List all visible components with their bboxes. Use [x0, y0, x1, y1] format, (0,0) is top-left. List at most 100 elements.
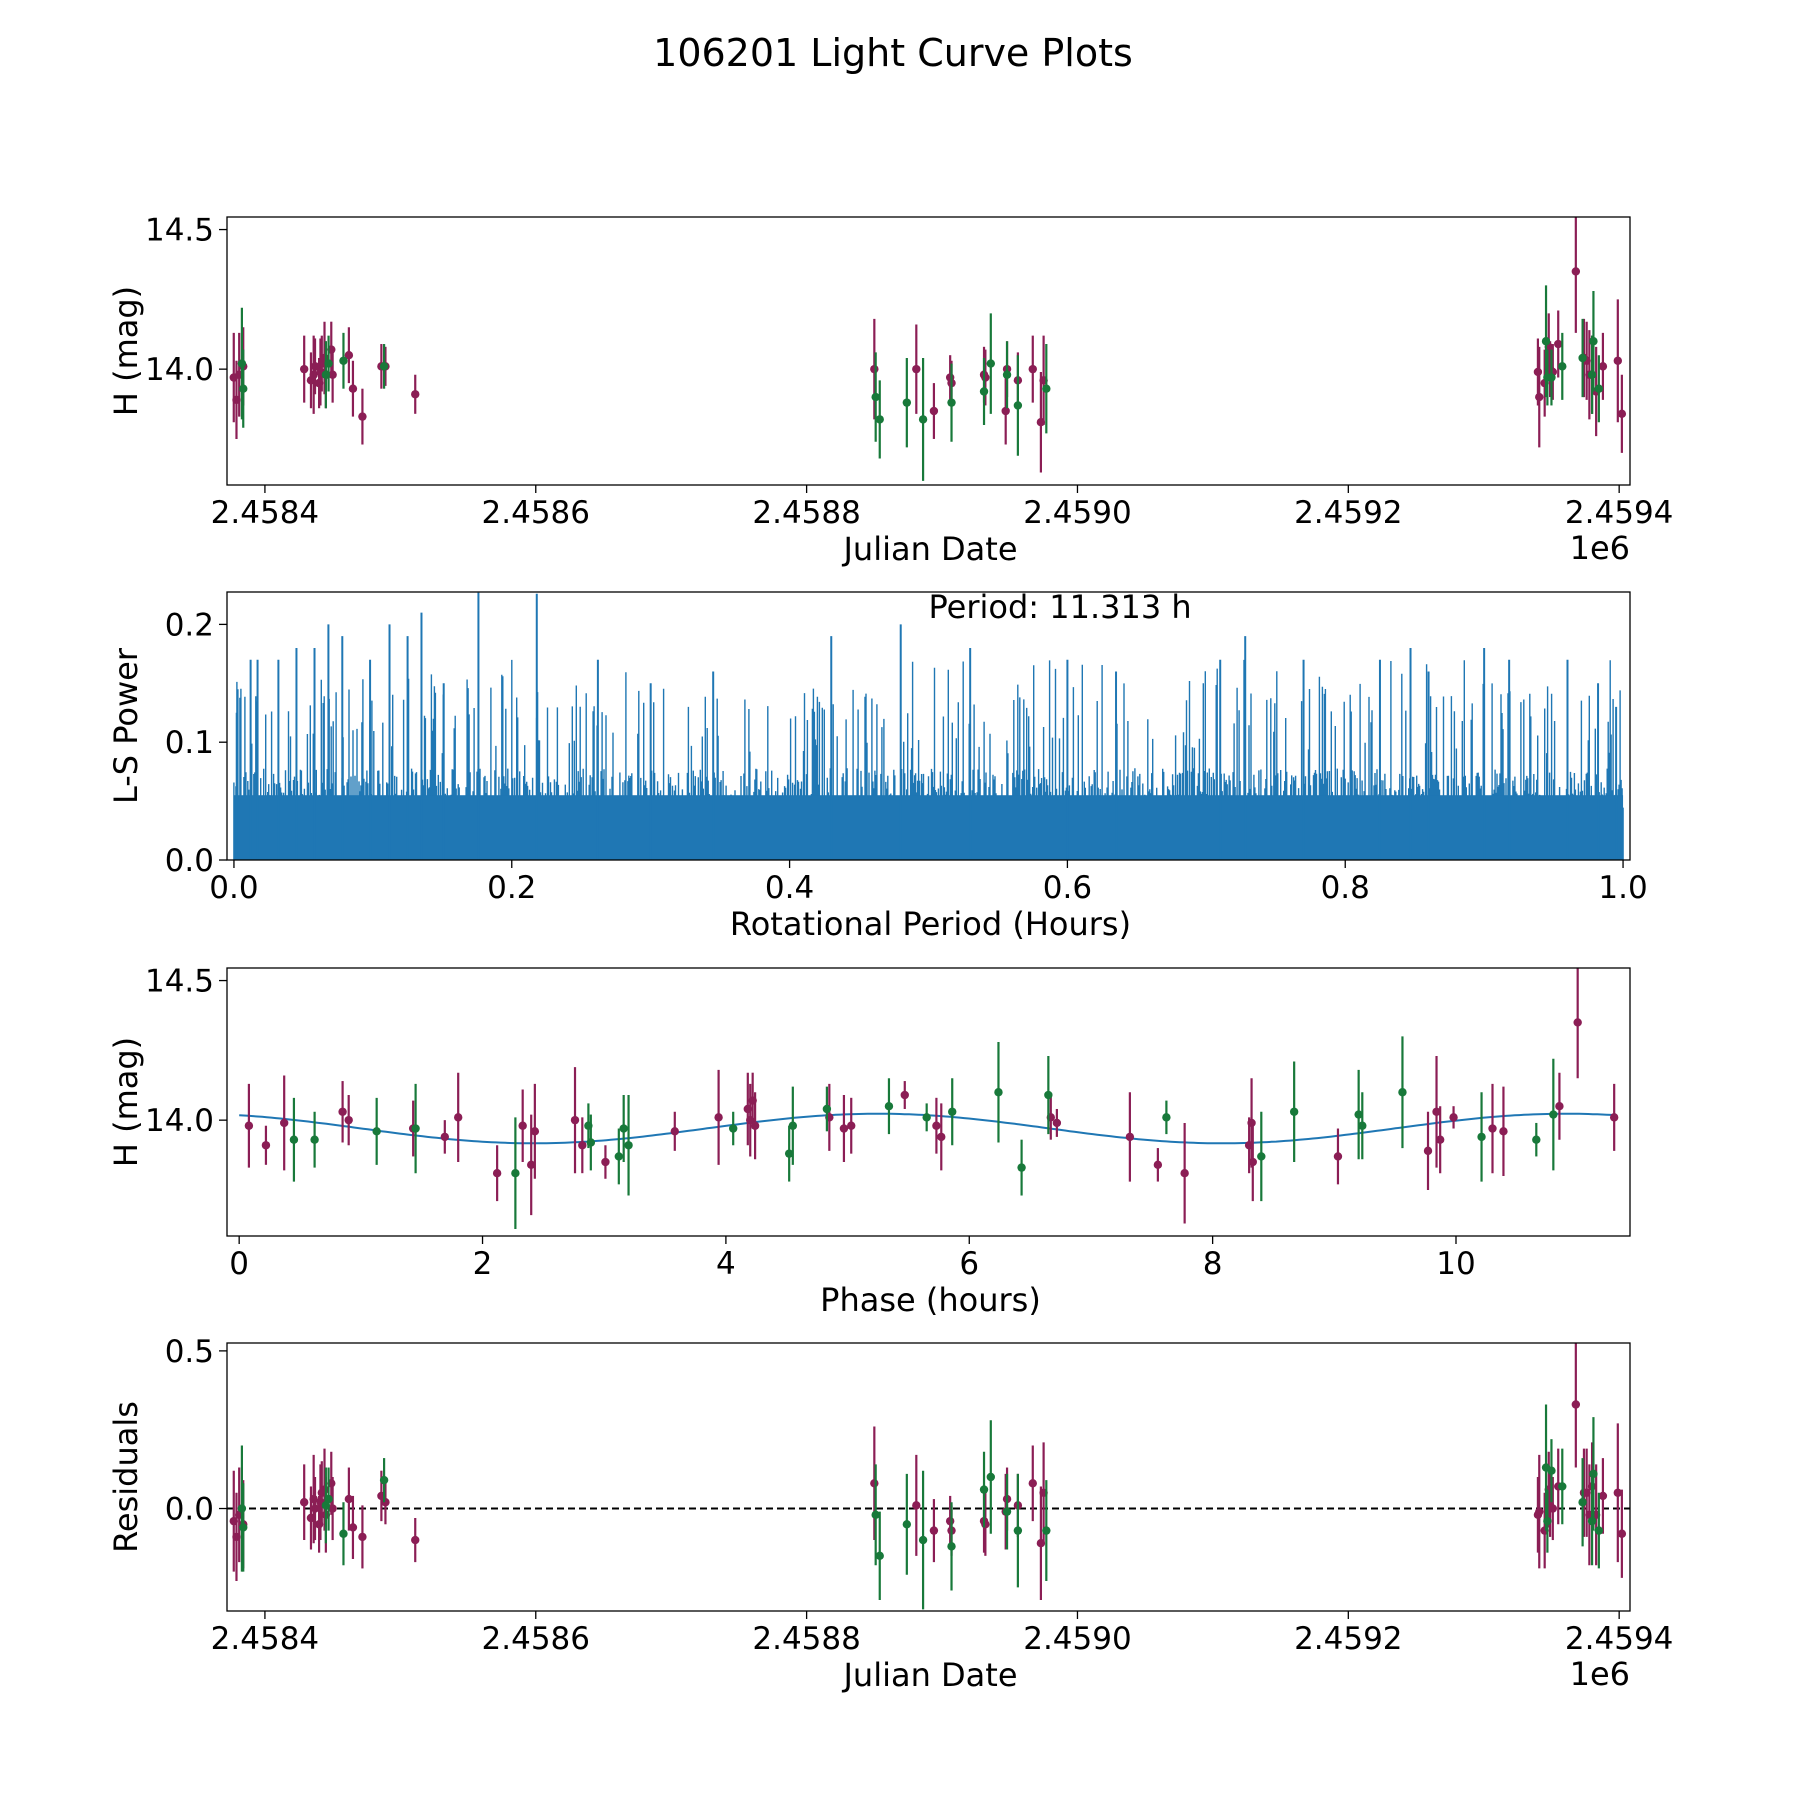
magenta-data-point: [1333, 1152, 1343, 1161]
green-data-point: [1541, 337, 1551, 346]
green-data-point: [1002, 370, 1012, 379]
period-annotation: Period: 11.313 h: [929, 588, 1192, 626]
green-data-point: [237, 1504, 247, 1513]
magenta-data-point: [870, 1479, 879, 1488]
green-data-point: [1578, 353, 1587, 363]
magenta-data-point: [320, 1485, 329, 1494]
magenta-data-point: [1535, 392, 1544, 402]
green-data-point: [1578, 1498, 1587, 1507]
magenta-data-point: [530, 1127, 540, 1136]
green-data-point: [1354, 1110, 1363, 1119]
x-tick-label: 2.4584: [211, 495, 319, 531]
magenta-data-point: [1535, 1507, 1544, 1516]
magenta-data-point: [344, 1494, 354, 1504]
green-data-point: [310, 1135, 319, 1144]
magenta-data-point: [670, 1127, 679, 1136]
green-data-point: [788, 1121, 798, 1130]
green-data-point: [871, 1510, 880, 1520]
magenta-data-point: [1571, 1400, 1581, 1409]
magenta-data-point: [1125, 1132, 1135, 1142]
resid-axes-frame: [226, 1342, 1631, 1612]
phase-plot-area: [239, 968, 1619, 1230]
green-data-point: [239, 384, 248, 393]
magenta-data-point: [279, 1118, 289, 1128]
magenta-data-point: [714, 1113, 723, 1122]
x-tick-label: 2.4594: [1565, 1621, 1673, 1657]
x-tick-label: 0.4: [765, 870, 814, 906]
x-tick-label: 2.4590: [1023, 495, 1131, 531]
figure-title: 106201 Light Curve Plots: [653, 31, 1133, 75]
magenta-data-point: [411, 1535, 420, 1545]
magenta-data-point: [1435, 1135, 1445, 1144]
green-data-point: [871, 392, 880, 402]
magenta-data-point: [1613, 1488, 1623, 1497]
y-tick-label: 0.0: [165, 843, 214, 879]
magenta-data-point: [937, 1132, 946, 1142]
magenta-data-point: [358, 412, 367, 421]
magenta-data-point: [929, 1526, 939, 1535]
magenta-data-point: [981, 373, 990, 382]
phase-axes-frame: [226, 967, 1631, 1237]
magenta-data-point: [1571, 267, 1581, 276]
y-axis-label: H (mag): [107, 1037, 145, 1167]
magenta-data-point: [310, 362, 320, 371]
green-data-point: [728, 1124, 738, 1133]
green-data-point: [918, 415, 928, 424]
y-tick-label: 0.0: [165, 1492, 214, 1528]
magenta-data-point: [344, 1115, 353, 1125]
magenta-data-point: [518, 1121, 527, 1130]
x-tick-label: 0.2: [487, 870, 536, 906]
x-tick-label: 2.4588: [752, 495, 860, 531]
green-data-point: [511, 1168, 520, 1178]
y-tick-label: 0.5: [165, 1334, 214, 1370]
magenta-data-point: [912, 364, 921, 374]
magenta-data-point: [1554, 339, 1563, 349]
green-data-point: [1594, 384, 1604, 393]
green-data-point: [1594, 1526, 1604, 1535]
x-tick-label: 0.8: [1321, 870, 1370, 906]
magenta-data-point: [1052, 1118, 1062, 1128]
magenta-data-point: [570, 1115, 580, 1125]
magenta-data-point: [1499, 1127, 1508, 1136]
green-data-point: [411, 1124, 420, 1133]
lc-panel: 2.4584 2.4586 2.4588 2.4590 2.4592 2.4594 14.0…: [107, 213, 1673, 568]
green-data-point: [884, 1101, 894, 1111]
magenta-data-point: [1001, 406, 1010, 416]
green-data-point: [1289, 1107, 1299, 1116]
green-data-point: [1589, 337, 1598, 346]
x-tick-label: 2.4590: [1023, 1621, 1131, 1657]
lc-plot-area: [229, 217, 1627, 481]
ls-plot-area: [233, 592, 1624, 860]
green-data-point: [1532, 1135, 1541, 1144]
magenta-data-point: [338, 1107, 347, 1116]
green-data-point: [586, 1138, 596, 1147]
magenta-data-point: [870, 364, 879, 374]
green-data-point: [1257, 1152, 1266, 1161]
x-tick-label: 0.0: [209, 870, 258, 906]
green-data-point: [1017, 1163, 1026, 1172]
magenta-data-point: [440, 1132, 450, 1142]
green-data-point: [947, 398, 956, 407]
x-tick-label: 2.4586: [482, 1621, 590, 1657]
magenta-data-point: [1598, 1491, 1608, 1501]
magenta-data-point: [1028, 364, 1037, 374]
magenta-data-point: [527, 1160, 536, 1170]
green-data-point: [1042, 384, 1051, 393]
green-data-point: [902, 398, 912, 407]
green-data-point: [1587, 370, 1597, 379]
green-data-point: [324, 359, 333, 368]
green-data-point: [1587, 1516, 1597, 1526]
magenta-data-point: [1423, 1146, 1433, 1156]
x-tick-label: 4: [716, 1246, 736, 1282]
magenta-data-point: [1617, 409, 1627, 419]
green-data-point: [979, 387, 989, 396]
magenta-data-point: [1432, 1107, 1441, 1116]
green-data-point: [948, 1107, 957, 1116]
x-axis-label: Julian Date: [841, 1656, 1017, 1694]
x-tick-label: 2: [473, 1246, 493, 1282]
y-tick-label: 14.5: [145, 213, 214, 249]
green-data-point: [1477, 1132, 1486, 1142]
magenta-data-point: [348, 384, 358, 393]
y-tick-label: 14.0: [145, 352, 214, 388]
